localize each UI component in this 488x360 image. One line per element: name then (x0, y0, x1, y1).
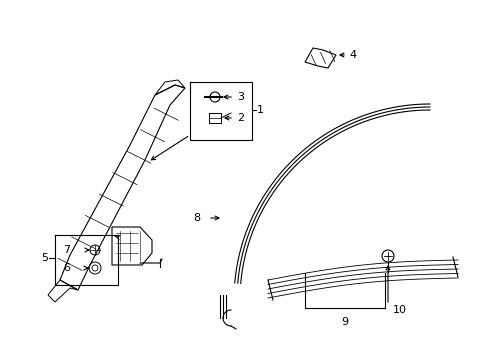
Text: 8: 8 (192, 213, 200, 223)
Text: 2: 2 (237, 113, 244, 123)
Text: 10: 10 (392, 305, 406, 315)
Text: 7: 7 (63, 245, 70, 255)
Text: 6: 6 (63, 263, 70, 273)
Text: 5: 5 (41, 253, 48, 263)
Text: 9: 9 (341, 317, 348, 327)
Text: 4: 4 (348, 50, 355, 60)
Text: 1: 1 (257, 105, 264, 115)
Text: 3: 3 (237, 92, 244, 102)
